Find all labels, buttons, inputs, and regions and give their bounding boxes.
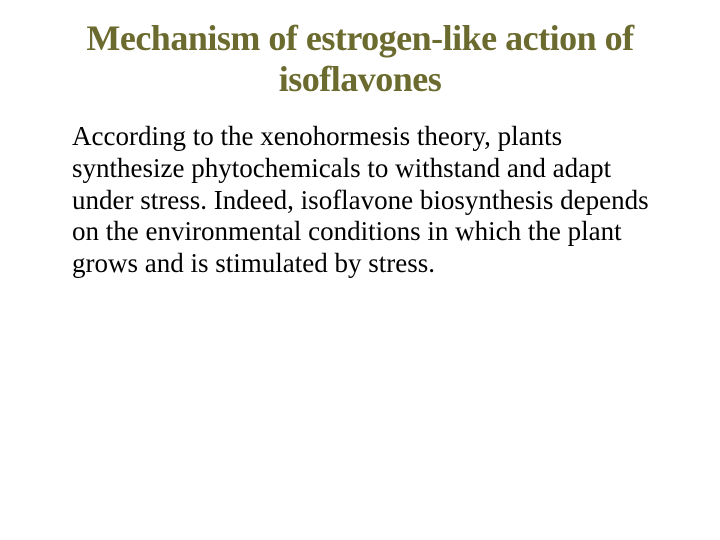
- slide-container: Mechanism of estrogen-like action of iso…: [0, 0, 720, 540]
- slide-title: Mechanism of estrogen-like action of iso…: [30, 18, 690, 101]
- slide-body-text: According to the xenohormesis theory, pl…: [30, 121, 690, 280]
